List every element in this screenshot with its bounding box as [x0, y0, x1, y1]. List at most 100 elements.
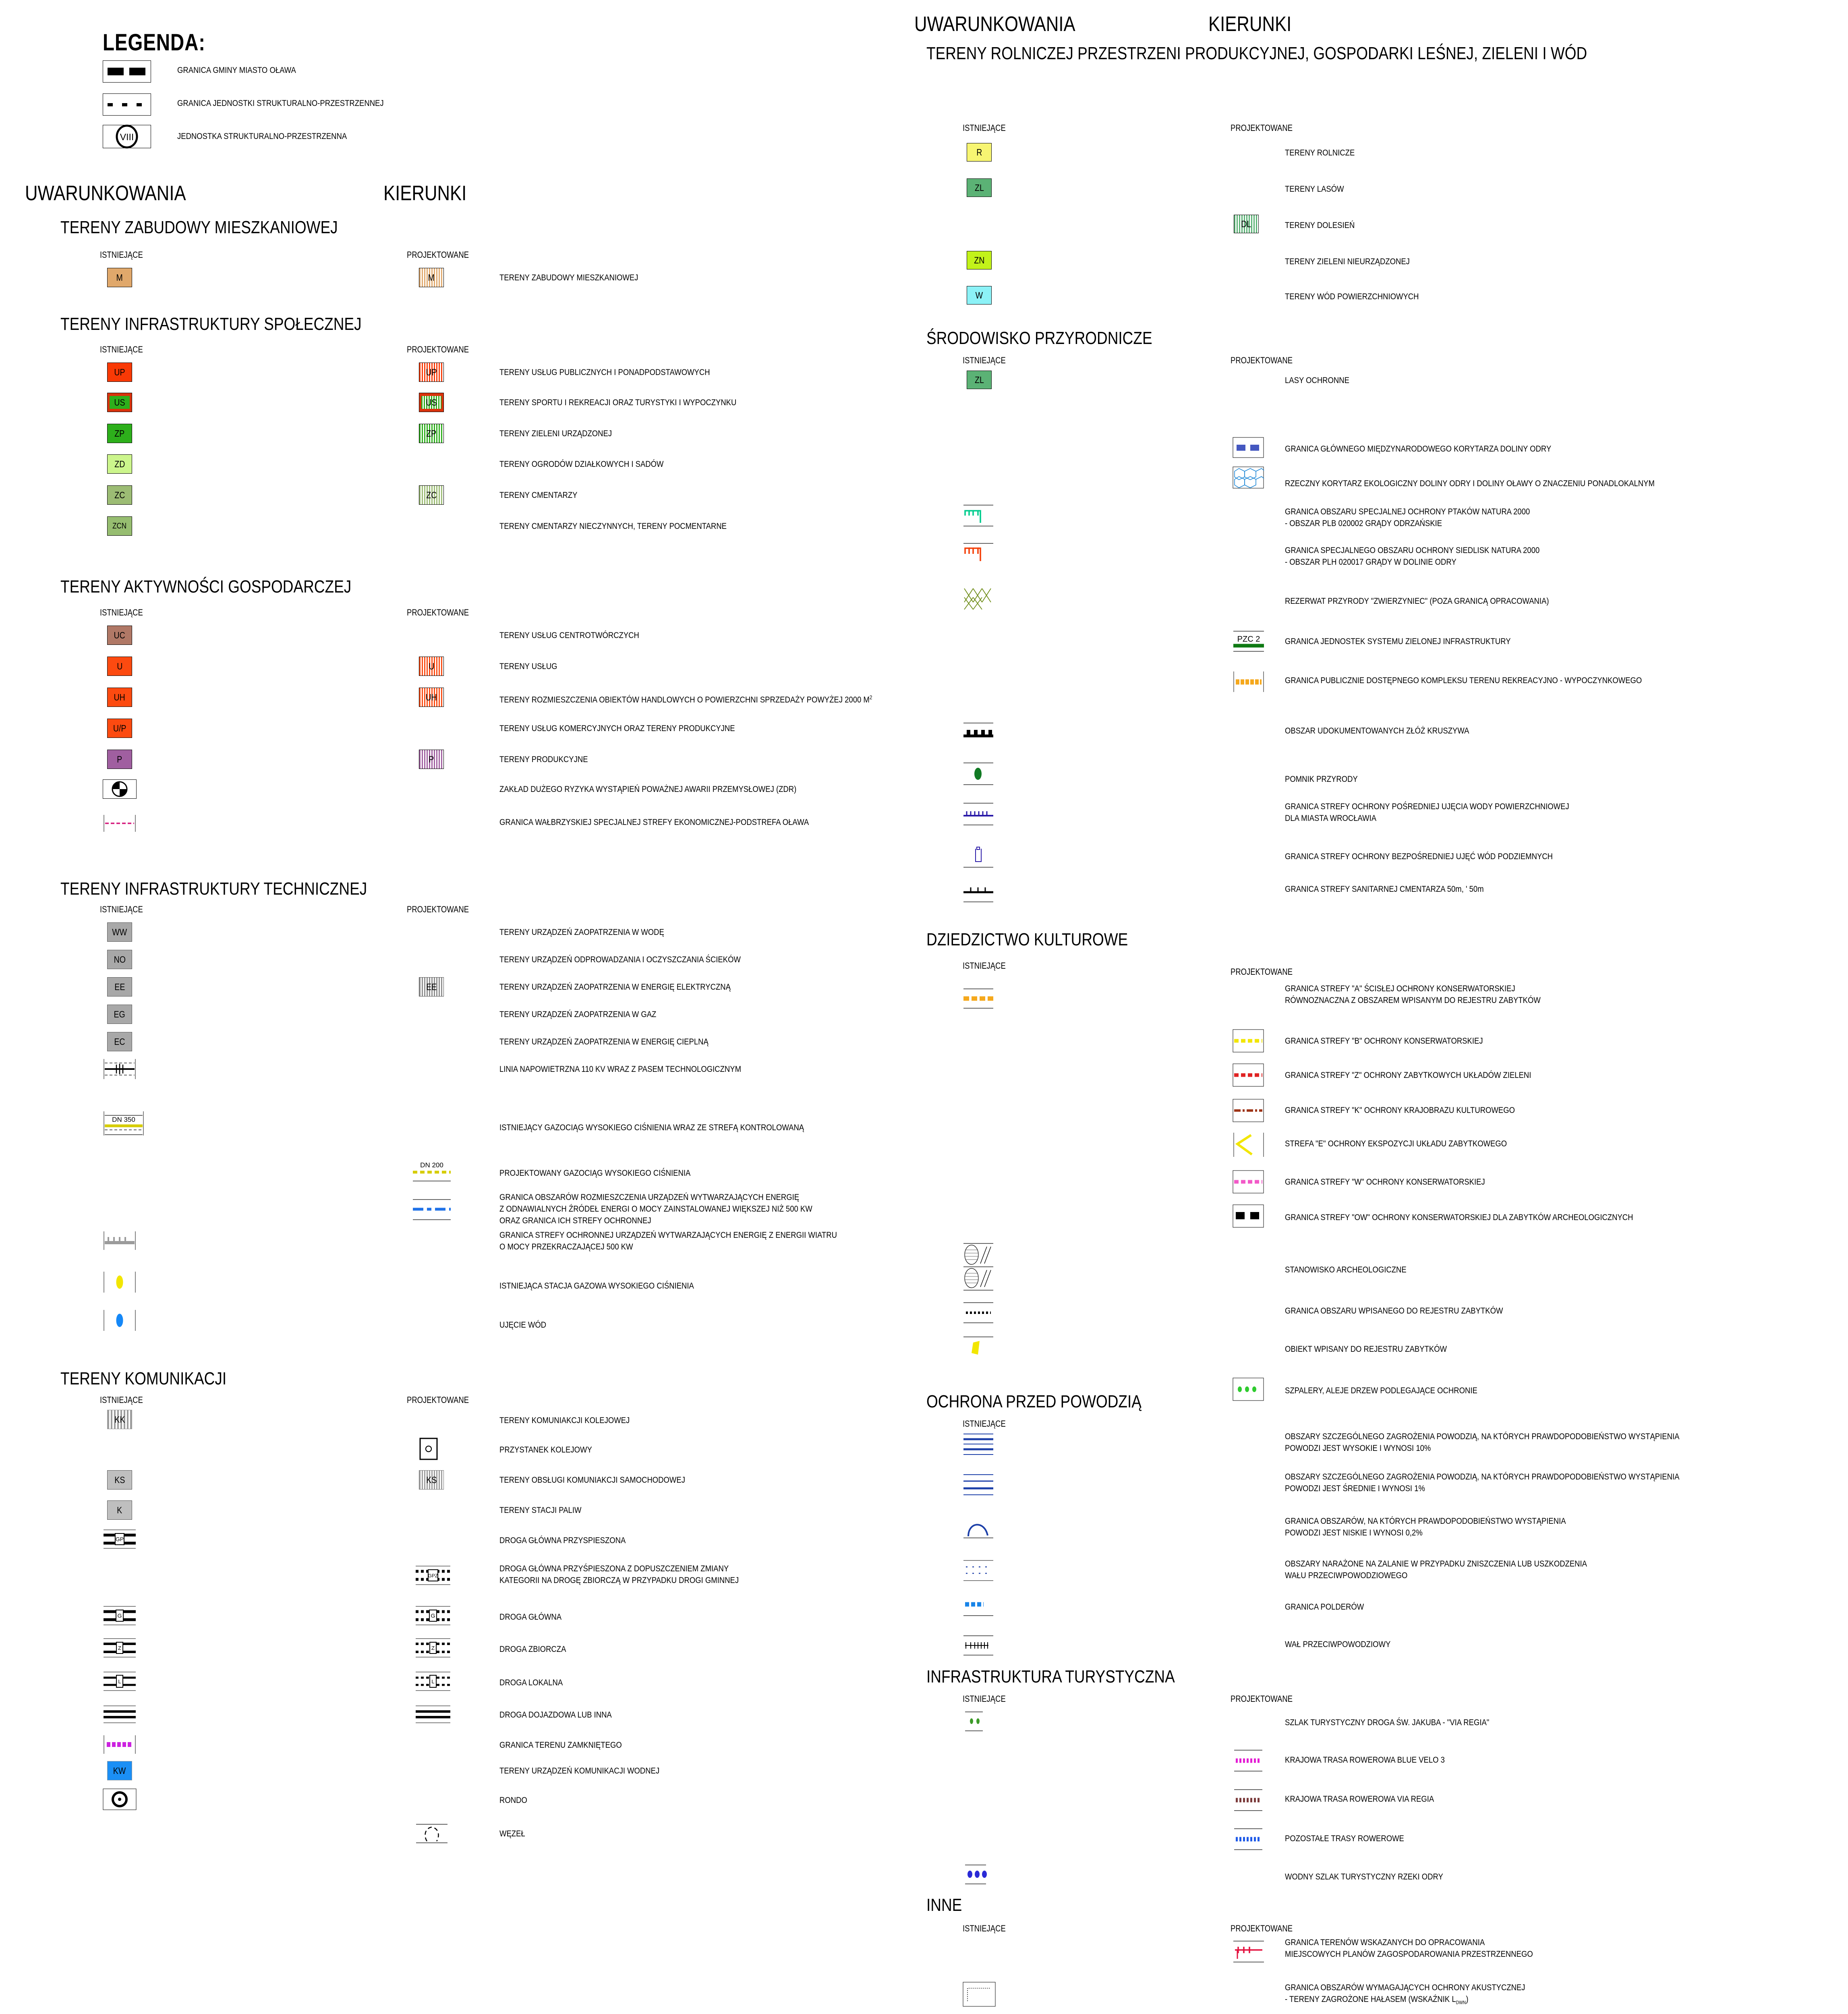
swatch-ZCN-existing: ZCN [107, 516, 132, 536]
row-label-powodz-2: GRANICA OBSZARÓW, NA KTÓRYCH PRAWDOPODOB… [1285, 1516, 1566, 1537]
row-label-inne-0: GRANICA TERENÓW WSKAZANYCH DO OPRACOWANI… [1285, 1937, 1533, 1959]
svg-text:G: G [431, 1612, 435, 1619]
row-label-dziedzictwo-3: GRANICA STREFY "K" OCHRONY KRAJOBRAZU KU… [1285, 1105, 1515, 1115]
svg-text:L: L [118, 1678, 121, 1685]
header-kierunki-right: KIERUNKI [1208, 12, 1292, 36]
structural-unit-boundary-icon [103, 93, 151, 116]
swatch-UH-planned: UH [419, 688, 444, 707]
register-object-icon [963, 1335, 994, 1360]
row-label-komunikacji-0: TERENY KOMUNIAKCJI KOLEJOWEJ [499, 1415, 630, 1425]
row-label-srodowisko-6: GRANICA JEDNOSTEK SYSTEMU ZIELONEJ INFRA… [1285, 636, 1511, 646]
row-label-dziedzictwo-2: GRANICA STREFY "Z" OCHRONY ZABYTKOWYCH U… [1285, 1070, 1531, 1080]
subhead-planned-5: PROJEKTOWANE [407, 1395, 469, 1405]
swatch-M-existing: M [107, 268, 132, 287]
subhead-existing-r2: ISTNIEJĄCE [963, 355, 1006, 365]
row-label-komunikacji-2: TERENY OBSŁUGI KOMUNIAKCJI SAMOCHODOWEJ [499, 1475, 685, 1485]
road-icon-g: G [103, 1605, 137, 1626]
row-label-techniczna-9: GRANICA STREFY OCHRONNEJ URZĄDZEŃ WYTWAR… [499, 1230, 837, 1251]
row-label-dziedzictwo-5: GRANICA STREFY "W" OCHRONY KONSERWATORSK… [1285, 1177, 1485, 1187]
row-label-powodz-0: OBSZARY SZCZEGÓLNEGO ZAGROŻENIA POWODZIĄ… [1285, 1432, 1680, 1453]
row-label-techniczna-10: ISTNIEJĄCA STACJA GAZOWA WYSOKIEGO CIŚNI… [499, 1281, 694, 1291]
row-label-powodz-3: OBSZARY NARAŻONE NA ZALANIE W PRZYPADKU … [1285, 1559, 1587, 1580]
swatch-EG-existing: EG [107, 1005, 132, 1024]
svg-text:Z: Z [118, 1645, 121, 1651]
swatch-KW-existing: KW [107, 1761, 132, 1780]
row-label-dziedzictwo-7: STANOWISKO ARCHEOLOGICZNE [1285, 1265, 1407, 1274]
row-label-komunikacji-3: TERENY STACJI PALIW [499, 1505, 582, 1515]
water-trail-icon [963, 1863, 994, 1886]
row-label-srodowisko-0: LASY OCHRONNE [1285, 375, 1349, 385]
row-label-mieszkaniowa-0: TERENY ZABUDOWY MIESZKANIOWEJ [499, 273, 638, 282]
wsse-boundary-icon [103, 814, 137, 833]
nature-reserve-icon [963, 586, 994, 611]
subhead-existing-r5: ISTNIEJĄCE [963, 1694, 1006, 1704]
swatch-U-planned: U [419, 657, 444, 676]
svg-text:DN 350: DN 350 [112, 1116, 135, 1123]
flood-low-icon [963, 1515, 994, 1540]
row-label-rolnicza-2: TERENY DOLESIEŃ [1285, 220, 1355, 230]
zone-e-icon [1233, 1132, 1264, 1158]
row-label-komunikacji-11: TERENY URZĄDZEŃ KOMUNIKACJI WODNEJ [499, 1766, 660, 1776]
road-icon-gp: GP [103, 1529, 137, 1550]
swatch-P-planned: P [419, 750, 444, 769]
row-label-srodowisko-7: GRANICA PUBLICZNIE DOSTĘPNEGO KOMPLEKSU … [1285, 675, 1642, 685]
flood-high-icon [963, 1432, 994, 1457]
svg-text:DN 200: DN 200 [420, 1161, 443, 1169]
road-dashed-icon-l: L [415, 1671, 451, 1692]
section-title-techniczna: TERENY INFRASTRUKTURY TECHNICZNEJ [60, 879, 367, 899]
levee-failure-icon [963, 1558, 994, 1583]
polder-boundary-icon [963, 1597, 994, 1620]
structural-unit-icon: VIII [103, 124, 151, 149]
row-label-komunikacji-5: DROGA GŁÓWNA PRZYŚPIESZONA Z DOPUSZCZENI… [499, 1564, 739, 1585]
swatch-KS-planned: KS [419, 1470, 444, 1490]
st-james-trail-icon [963, 1710, 994, 1733]
swatch-W-existing: W [967, 286, 992, 305]
row-label-komunikacji-9: DROGA DOJAZDOWA LUB INNA [499, 1710, 612, 1720]
swatch-EE-existing: EE [107, 977, 132, 997]
swatch-UC-existing: UC [107, 626, 132, 645]
cemetery-sanitary-icon [963, 880, 994, 903]
row-label-komunikacji-7: DROGA ZBIORCZA [499, 1644, 566, 1654]
recreation-complex-icon [1233, 671, 1265, 693]
row-label-gospodarcza-6: GRANICA WAŁBRZYSKIEJ SPECJALNEJ STREFY E… [499, 817, 809, 827]
row-label-srodowisko-3: GRANICA OBSZARU SPECJALNEJ OCHRONY PTAKÓ… [1285, 507, 1530, 528]
swatch-P-existing: P [107, 750, 132, 769]
row-label-dziedzictwo-6: GRANICA STREFY "OW" OCHRONY KONSERWATORS… [1285, 1212, 1633, 1222]
acoustic-zone-icon [963, 1982, 996, 2007]
section-title-dziedzictwo: DZIEDZICTWO KULTUROWE [926, 930, 1128, 949]
row-label-dziedzictwo-1: GRANICA STREFY "B" OCHRONY KONSERWATORSK… [1285, 1036, 1483, 1046]
row-label-dziedzictwo-8: GRANICA OBSZARU WPISANEGO DO REJESTRU ZA… [1285, 1306, 1503, 1316]
zone-a-icon [963, 987, 994, 1010]
row-label-techniczna-4: TERENY URZĄDZEŃ ZAOPATRZENIA W ENERGIĘ C… [499, 1037, 709, 1046]
row-label-powodz-4: GRANICA POLDERÓW [1285, 1602, 1364, 1612]
swatch-WW-existing: WW [107, 922, 132, 942]
wind-protection-zone-icon [103, 1231, 137, 1251]
row-label-inne-1: GRANICA OBSZARÓW WYMAGAJĄCYCH OCHRONY AK… [1285, 1983, 1525, 2006]
swatch-DL-planned: DL [1234, 215, 1259, 233]
subhead-planned-3: PROJEKTOWANE [407, 607, 469, 617]
row-label-dziedzictwo-4: STREFA "E" OCHRONY EKSPOZYCJI UKŁADU ZAB… [1285, 1139, 1507, 1148]
row-label-srodowisko-5: REZERWAT PRZYRODY "ZWIERZYNIEC" (POZA GR… [1285, 596, 1549, 606]
top-item-label-1: GRANICA JEDNOSTKI STRUKTURALNO-PRZESTRZE… [177, 98, 384, 108]
zone-k-icon [1233, 1099, 1264, 1122]
row-label-srodowisko-2: RZECZNY KORYTARZ EKOLOGICZNY DOLINY ODRY… [1285, 479, 1655, 488]
zone-z-icon [1233, 1063, 1264, 1087]
subhead-existing-5: ISTNIEJĄCE [100, 1395, 143, 1405]
green-infra-unit-icon: PZC 2 [1233, 630, 1265, 653]
road-plain-icon-planned [415, 1704, 451, 1725]
via-regia-bike-icon [1233, 1788, 1264, 1813]
swatch-UP-planned: UP [419, 363, 444, 382]
row-label-turystyczna-1: KRAJOWA TRASA ROWEROWA BLUE VELO 3 [1285, 1755, 1445, 1765]
swatch-ZD-existing: ZD [107, 454, 132, 474]
groundwater-zone-icon [963, 844, 994, 869]
section-title-powodz: OCHRONA PRZED POWODZIĄ [926, 1392, 1142, 1411]
swatch-M-planned: M [419, 268, 444, 287]
header-kierunki-left: KIERUNKI [383, 182, 467, 205]
zone-b-icon [1233, 1029, 1264, 1053]
row-label-srodowisko-9: POMNIK PRZYRODY [1285, 774, 1358, 784]
levee-icon [963, 1633, 994, 1657]
road-icon-z: Z [103, 1637, 137, 1658]
subhead-existing-r1: ISTNIEJĄCE [963, 123, 1006, 133]
road-dashed-icon-z: Z [415, 1637, 451, 1658]
